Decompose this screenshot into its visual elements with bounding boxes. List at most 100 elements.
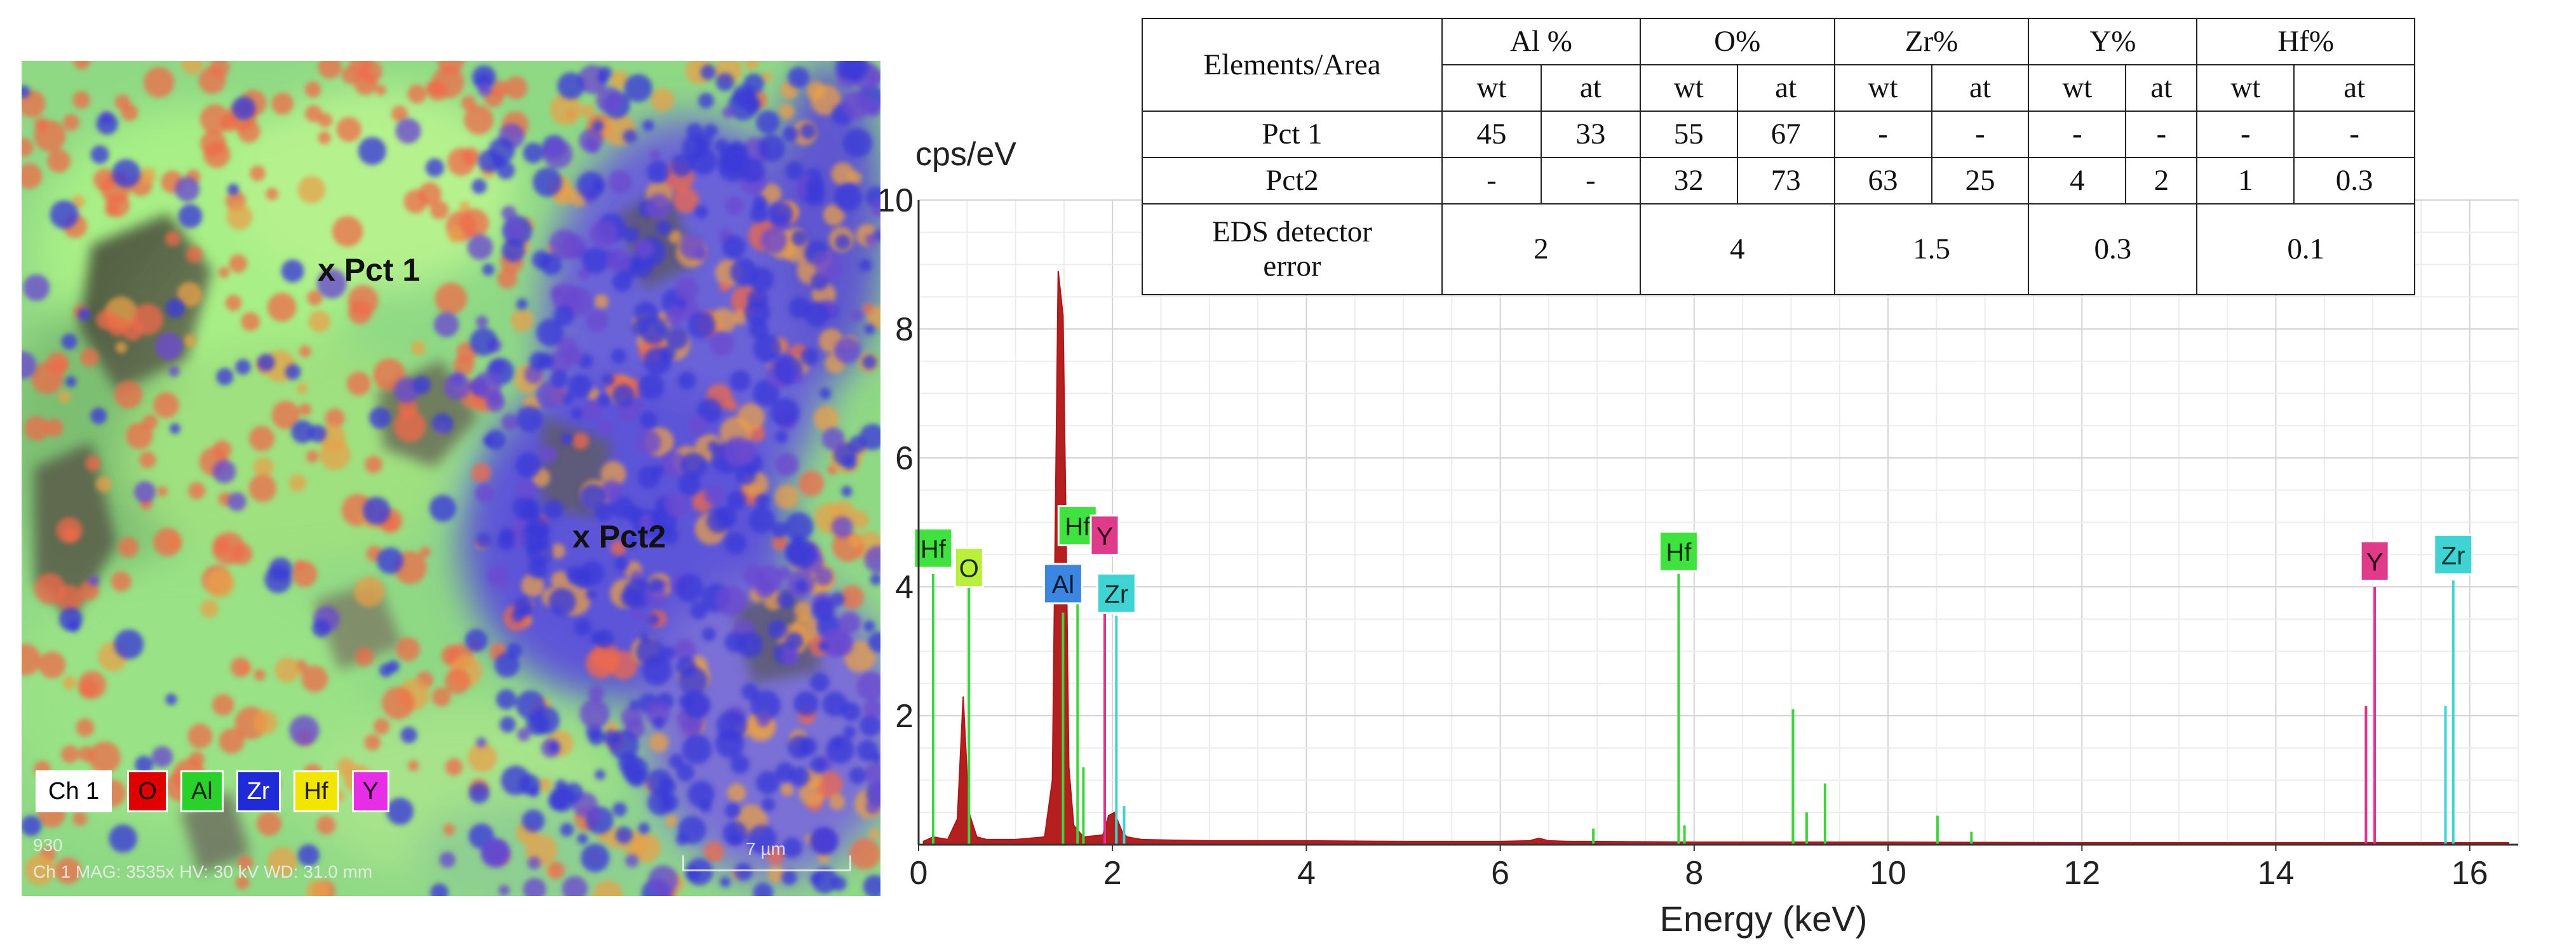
oxygen-speckle xyxy=(24,416,50,441)
oxygen-speckle xyxy=(521,573,544,597)
zirconium-speckle xyxy=(725,803,741,819)
point-label-pct2: x Pct2 xyxy=(572,519,666,554)
oxygen-speckle xyxy=(772,534,788,551)
zirconium-speckle xyxy=(841,702,861,721)
zirconium-speckle xyxy=(400,727,417,744)
oxygen-speckle xyxy=(297,176,326,204)
oxygen-speckle xyxy=(267,847,297,877)
oxygen-speckle xyxy=(122,320,144,341)
zirconium-speckle xyxy=(586,589,597,600)
oxygen-speckle xyxy=(308,310,331,333)
zirconium-speckle xyxy=(487,565,510,588)
oxygen-speckle xyxy=(181,61,203,75)
oxygen-speckle xyxy=(80,348,99,367)
oxygen-speckle xyxy=(267,293,297,322)
zirconium-speckle xyxy=(753,882,774,896)
zirconium-speckle xyxy=(377,547,404,574)
y-axis-label: cps/eV xyxy=(915,136,1016,173)
zirconium-speckle xyxy=(718,143,750,174)
zirconium-speckle xyxy=(579,484,606,511)
oxygen-speckle xyxy=(88,741,121,774)
oxygen-speckle xyxy=(649,732,669,753)
oxygen-speckle xyxy=(219,728,245,754)
zirconium-speckle xyxy=(849,436,867,453)
zirconium-speckle xyxy=(289,715,320,746)
oxygen-speckle xyxy=(432,66,464,98)
oxygen-speckle xyxy=(429,200,449,220)
zirconium-speckle xyxy=(831,516,853,538)
oxygen-speckle xyxy=(225,295,242,311)
oxygen-speckle xyxy=(703,841,724,862)
oxygen-speckle xyxy=(572,432,590,450)
oxygen-speckle xyxy=(847,170,862,185)
oxygen-speckle xyxy=(609,70,629,90)
zirconium-speckle xyxy=(586,310,608,332)
zirconium-speckle xyxy=(387,660,400,673)
x-tick-labels: 0 2 4 6 8 10 12 14 16 xyxy=(910,845,2488,892)
zirconium-speckle xyxy=(787,67,809,88)
element-map-image xyxy=(22,61,880,896)
zirconium-speckle xyxy=(170,423,180,434)
zirconium-speckle xyxy=(863,875,880,896)
oxygen-speckle xyxy=(253,457,274,478)
legend-swatch-zr: Zr xyxy=(236,770,281,812)
oxygen-speckle xyxy=(354,576,384,607)
zirconium-speckle xyxy=(550,370,569,388)
zirconium-speckle xyxy=(775,762,795,782)
oxygen-speckle xyxy=(431,687,451,707)
oxygen-speckle xyxy=(72,91,90,109)
zirconium-speckle xyxy=(724,196,744,215)
zirconium-speckle xyxy=(532,167,562,198)
oxygen-speckle xyxy=(248,474,277,502)
table-cell: 2 xyxy=(2125,156,2198,204)
zirconium-speckle xyxy=(771,522,788,538)
element-tag-box xyxy=(2359,540,2390,582)
zirconium-speckle xyxy=(835,61,864,81)
error-label-line2: error xyxy=(1263,250,1321,283)
header-o: O% xyxy=(1639,18,1835,65)
zirconium-speckle xyxy=(425,158,445,177)
zirconium-speckle xyxy=(814,567,833,586)
oxygen-speckle xyxy=(464,105,494,135)
oxygen-speckle xyxy=(241,312,260,332)
zirconium-speckle xyxy=(680,234,706,260)
oxygen-speckle xyxy=(403,189,428,214)
zirconium-speckle xyxy=(553,305,575,326)
oxygen-speckle xyxy=(212,694,234,716)
oxygen-speckle xyxy=(375,84,386,96)
oxygen-speckle xyxy=(447,147,476,176)
zirconium-speckle xyxy=(770,398,800,427)
image-acquisition-details: Ch 1 MAG: 3535x HV: 30 kV WD: 31.0 mm xyxy=(33,862,373,882)
zirconium-speckle xyxy=(285,364,301,380)
zirconium-speckle xyxy=(782,648,800,666)
zirconium-speckle xyxy=(642,119,654,131)
zirconium-speckle xyxy=(555,779,567,791)
oxygen-speckle xyxy=(719,281,730,292)
y-tick-label: 6 xyxy=(895,440,914,477)
element-tag-o: O xyxy=(954,547,984,589)
oxygen-speckle xyxy=(407,84,427,104)
zirconium-speckle xyxy=(636,638,664,666)
table-cell: 73 xyxy=(1736,156,1835,204)
zirconium-speckle xyxy=(362,497,391,525)
oxygen-speckle xyxy=(55,857,82,884)
zirconium-speckle xyxy=(709,331,734,356)
y-tick-label: 10 xyxy=(880,182,914,219)
zirconium-speckle xyxy=(676,656,697,677)
oxygen-speckle xyxy=(306,880,330,896)
zirconium-speckle xyxy=(297,844,320,866)
oxygen-speckle xyxy=(461,95,476,111)
zirconium-speckle xyxy=(790,767,810,787)
zirconium-speckle xyxy=(475,315,489,328)
zirconium-speckle xyxy=(596,419,612,435)
oxygen-speckle xyxy=(548,861,565,879)
oxygen-speckle xyxy=(230,657,251,678)
zirconium-speckle xyxy=(631,607,644,621)
zirconium-speckle xyxy=(471,178,487,194)
oxygen-speckle xyxy=(257,811,282,836)
header-zr: Zr% xyxy=(1833,18,2030,65)
zirconium-speckle xyxy=(856,671,880,701)
element-tag-al: Al xyxy=(1042,563,1083,605)
zirconium-speckle xyxy=(810,756,827,774)
